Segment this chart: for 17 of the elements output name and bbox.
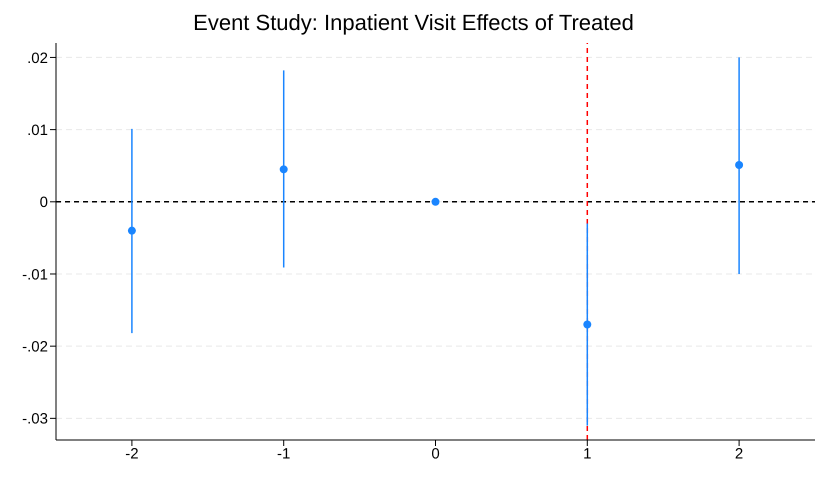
x-tick-label: 2 — [734, 446, 744, 463]
y-tick-label: -.03 — [22, 410, 48, 428]
y-tick-label: .01 — [27, 122, 48, 139]
y-tick-label: 0 — [40, 194, 48, 212]
point — [280, 165, 288, 174]
point — [128, 226, 136, 235]
x-tick-label: 0 — [431, 446, 440, 463]
x-tick-label: 1 — [583, 446, 592, 463]
chart-title: Event Study: Inpatient Visit Effects of Treated — [192, 9, 635, 37]
x-tick-label: -1 — [277, 446, 290, 463]
y-tick-label: .02 — [27, 50, 48, 67]
point — [583, 320, 592, 329]
y-tick-label: -.02 — [22, 338, 48, 356]
point — [432, 198, 440, 206]
y-tick-label: -.01 — [22, 266, 48, 284]
x-tick-label: -2 — [125, 446, 139, 463]
point — [735, 160, 744, 169]
